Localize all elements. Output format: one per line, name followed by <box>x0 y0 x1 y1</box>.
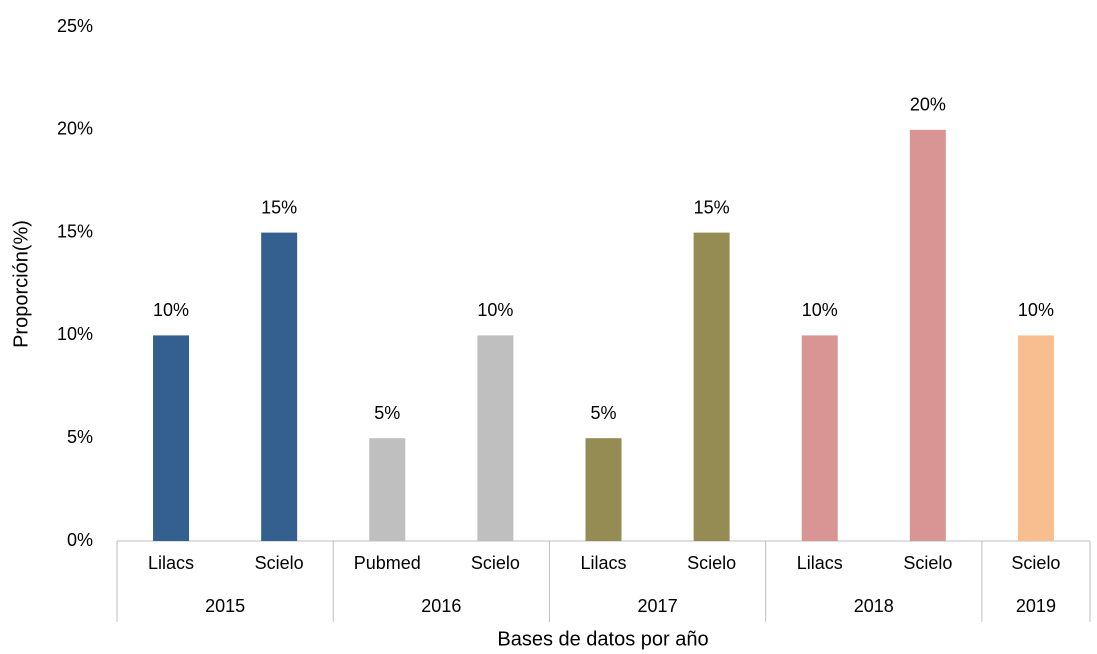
value-label: 15% <box>261 197 297 217</box>
x-tick-label: Scielo <box>903 553 952 573</box>
value-label: 5% <box>374 403 400 423</box>
x-tick-label: Lilacs <box>148 553 194 573</box>
x-tick-label: Scielo <box>471 553 520 573</box>
group-label: 2015 <box>205 596 245 616</box>
value-label: 10% <box>477 300 513 320</box>
y-tick-label: 25% <box>57 16 93 36</box>
bar <box>801 335 838 541</box>
group-label: 2018 <box>854 596 894 616</box>
group-label: 2017 <box>638 596 678 616</box>
x-axis-label: Bases de datos por año <box>497 628 708 650</box>
y-axis-label: Proporción(%) <box>10 220 32 348</box>
x-tick-label: Lilacs <box>797 553 843 573</box>
y-tick-label: 10% <box>57 324 93 344</box>
bar <box>693 232 730 541</box>
bar <box>909 129 946 542</box>
value-label: 15% <box>694 197 730 217</box>
y-tick-label: 0% <box>67 530 93 550</box>
bar <box>1017 335 1054 541</box>
value-label: 20% <box>910 95 946 115</box>
bar <box>261 232 298 541</box>
y-tick-label: 5% <box>67 427 93 447</box>
bar <box>369 438 406 541</box>
value-label: 10% <box>1018 300 1054 320</box>
bar <box>153 335 190 541</box>
value-label: 10% <box>153 300 189 320</box>
x-tick-label: Scielo <box>1011 553 1060 573</box>
x-tick-label: Scielo <box>687 553 736 573</box>
y-tick-label: 20% <box>57 119 93 139</box>
bar <box>477 335 514 541</box>
group-label: 2019 <box>1016 596 1056 616</box>
bar <box>585 438 622 541</box>
x-tick-label: Pubmed <box>354 553 421 573</box>
x-tick-label: Scielo <box>255 553 304 573</box>
group-label: 2016 <box>421 596 461 616</box>
value-label: 10% <box>802 300 838 320</box>
x-tick-label: Lilacs <box>580 553 626 573</box>
value-label: 5% <box>590 403 616 423</box>
y-tick-label: 15% <box>57 221 93 241</box>
